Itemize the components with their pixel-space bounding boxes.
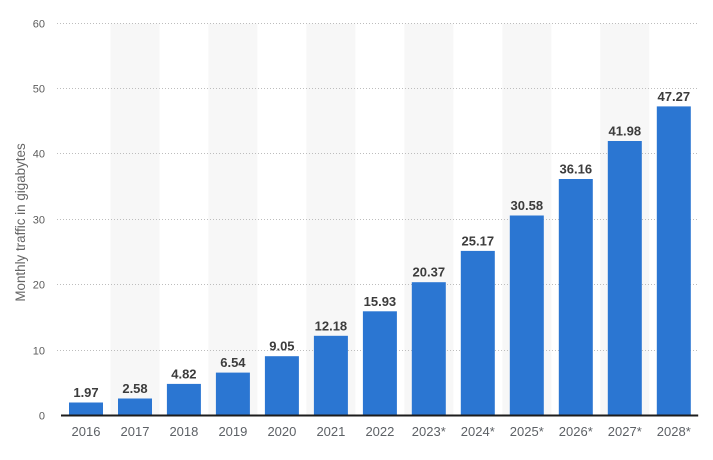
svg-text:36.16: 36.16 xyxy=(560,162,593,177)
svg-text:40: 40 xyxy=(33,149,45,161)
svg-text:4.82: 4.82 xyxy=(171,366,196,381)
svg-text:2025*: 2025* xyxy=(510,424,544,439)
svg-text:2028*: 2028* xyxy=(657,424,691,439)
svg-text:2020: 2020 xyxy=(267,424,296,439)
svg-text:2019: 2019 xyxy=(218,424,247,439)
svg-text:9.05: 9.05 xyxy=(269,339,294,354)
svg-text:50: 50 xyxy=(33,84,45,96)
svg-text:2018: 2018 xyxy=(169,424,198,439)
svg-text:41.98: 41.98 xyxy=(609,124,642,139)
svg-text:1.97: 1.97 xyxy=(73,385,98,400)
svg-text:2016: 2016 xyxy=(72,424,101,439)
svg-text:25.17: 25.17 xyxy=(462,233,495,248)
svg-text:2021: 2021 xyxy=(316,424,345,439)
svg-text:60: 60 xyxy=(33,19,45,31)
svg-text:2027*: 2027* xyxy=(608,424,642,439)
svg-text:20: 20 xyxy=(33,280,45,292)
svg-text:2026*: 2026* xyxy=(559,424,593,439)
svg-text:12.18: 12.18 xyxy=(315,318,348,333)
svg-text:0: 0 xyxy=(39,411,45,423)
svg-text:2.58: 2.58 xyxy=(122,381,147,396)
svg-text:10: 10 xyxy=(33,346,45,358)
svg-text:47.27: 47.27 xyxy=(658,89,691,104)
svg-text:2022: 2022 xyxy=(365,424,394,439)
svg-text:30: 30 xyxy=(33,215,45,227)
svg-text:15.93: 15.93 xyxy=(364,294,397,309)
svg-text:30.58: 30.58 xyxy=(511,198,544,213)
svg-text:2024*: 2024* xyxy=(461,424,495,439)
svg-text:2017: 2017 xyxy=(121,424,150,439)
svg-text:2023*: 2023* xyxy=(412,424,446,439)
svg-text:Monthly traffic in gigabytes: Monthly traffic in gigabytes xyxy=(13,143,28,302)
svg-text:20.37: 20.37 xyxy=(413,265,446,280)
svg-text:6.54: 6.54 xyxy=(220,355,246,370)
